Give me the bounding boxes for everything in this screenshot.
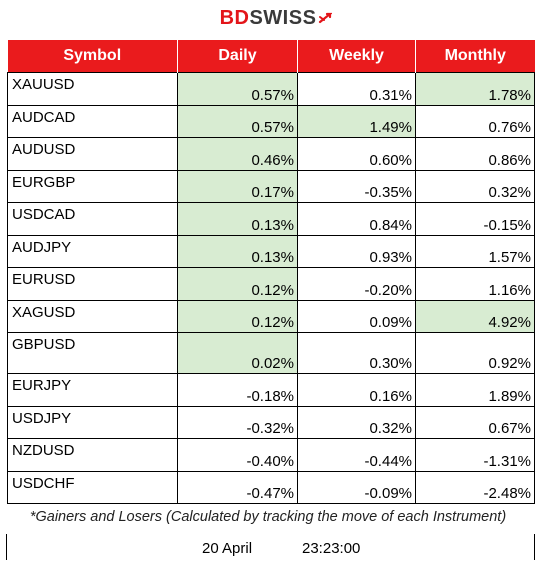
- monthly-cell: 1.78%: [415, 72, 535, 106]
- weekly-cell: 1.49%: [297, 104, 416, 138]
- weekly-cell: 0.93%: [297, 234, 416, 268]
- timestamp-footer: 20 April 23:23:00: [6, 532, 535, 560]
- table-row: AUDJPY 0.13% 0.93% 1.57%: [7, 234, 535, 268]
- table-row: XAUUSD 0.57% 0.31% 1.78%: [7, 72, 535, 106]
- monthly-cell: -2.48%: [415, 470, 535, 504]
- daily-cell: 0.57%: [177, 72, 298, 106]
- header-symbol: Symbol: [7, 40, 178, 73]
- monthly-cell: 1.89%: [415, 373, 535, 407]
- brand-logo: BD SWISS: [0, 6, 536, 30]
- weekly-cell: 0.84%: [297, 202, 416, 236]
- symbol-cell: AUDCAD: [7, 104, 178, 138]
- symbol-cell: USDCHF: [7, 470, 178, 504]
- monthly-cell: 1.16%: [415, 267, 535, 301]
- header-monthly: Monthly: [415, 40, 535, 73]
- performance-table: Symbol Daily Weekly Monthly XAUUSD 0.57%…: [7, 40, 535, 504]
- symbol-cell: GBPUSD: [7, 332, 178, 374]
- weekly-cell: -0.20%: [297, 267, 416, 301]
- daily-cell: 0.13%: [177, 234, 298, 268]
- table-row: GBPUSD 0.02% 0.30% 0.92%: [7, 332, 535, 374]
- footer-right-border: [534, 534, 535, 560]
- monthly-cell: 1.57%: [415, 234, 535, 268]
- monthly-cell: 0.76%: [415, 104, 535, 138]
- weekly-cell: 0.30%: [297, 332, 416, 374]
- footer-left-border: [6, 534, 7, 560]
- table-row: NZDUSD -0.40% -0.44% -1.31%: [7, 438, 535, 472]
- monthly-cell: 0.32%: [415, 169, 535, 203]
- weekly-cell: 0.31%: [297, 72, 416, 106]
- monthly-cell: 4.92%: [415, 299, 535, 333]
- table-row: EURUSD 0.12% -0.20% 1.16%: [7, 267, 535, 301]
- daily-cell: -0.40%: [177, 438, 298, 472]
- daily-cell: 0.02%: [177, 332, 298, 374]
- weekly-cell: -0.09%: [297, 470, 416, 504]
- monthly-cell: -0.15%: [415, 202, 535, 236]
- table-row: EURGBP 0.17% -0.35% 0.32%: [7, 169, 535, 203]
- table-header-row: Symbol Daily Weekly Monthly: [7, 40, 535, 73]
- daily-cell: 0.46%: [177, 137, 298, 171]
- footer-date: 20 April: [202, 540, 253, 557]
- table-row: AUDUSD 0.46% 0.60% 0.86%: [7, 137, 535, 171]
- daily-cell: -0.32%: [177, 405, 298, 439]
- table-row: USDJPY -0.32% 0.32% 0.67%: [7, 405, 535, 439]
- weekly-cell: 0.32%: [297, 405, 416, 439]
- logo-arrow-icon: [319, 12, 333, 24]
- symbol-cell: AUDUSD: [7, 137, 178, 171]
- header-daily: Daily: [177, 40, 298, 73]
- table-row: XAGUSD 0.12% 0.09% 4.92%: [7, 299, 535, 333]
- footer-time: 23:23:00: [302, 540, 361, 557]
- symbol-cell: EURGBP: [7, 169, 178, 203]
- weekly-cell: 0.09%: [297, 299, 416, 333]
- daily-cell: 0.12%: [177, 299, 298, 333]
- table-row: USDCHF -0.47% -0.09% -2.48%: [7, 470, 535, 504]
- symbol-cell: EURUSD: [7, 267, 178, 301]
- daily-cell: 0.12%: [177, 267, 298, 301]
- table-row: EURJPY -0.18% 0.16% 1.89%: [7, 373, 535, 407]
- header-weekly: Weekly: [297, 40, 416, 73]
- daily-cell: 0.13%: [177, 202, 298, 236]
- weekly-cell: -0.35%: [297, 169, 416, 203]
- monthly-cell: 0.86%: [415, 137, 535, 171]
- logo-text-bd: BD: [219, 6, 250, 29]
- monthly-cell: 0.67%: [415, 405, 535, 439]
- table-row: AUDCAD 0.57% 1.49% 0.76%: [7, 104, 535, 138]
- symbol-cell: XAGUSD: [7, 299, 178, 333]
- symbol-cell: USDJPY: [7, 405, 178, 439]
- daily-cell: 0.17%: [177, 169, 298, 203]
- daily-cell: 0.57%: [177, 104, 298, 138]
- weekly-cell: -0.44%: [297, 438, 416, 472]
- daily-cell: -0.47%: [177, 470, 298, 504]
- symbol-cell: EURJPY: [7, 373, 178, 407]
- weekly-cell: 0.16%: [297, 373, 416, 407]
- footnote: *Gainers and Losers (Calculated by track…: [29, 509, 507, 525]
- symbol-cell: USDCAD: [7, 202, 178, 236]
- symbol-cell: AUDJPY: [7, 234, 178, 268]
- table-row: USDCAD 0.13% 0.84% -0.15%: [7, 202, 535, 236]
- symbol-cell: XAUUSD: [7, 72, 178, 106]
- symbol-cell: NZDUSD: [7, 438, 178, 472]
- weekly-cell: 0.60%: [297, 137, 416, 171]
- daily-cell: -0.18%: [177, 373, 298, 407]
- logo-text-swiss: SWISS: [249, 6, 317, 29]
- monthly-cell: 0.92%: [415, 332, 535, 374]
- monthly-cell: -1.31%: [415, 438, 535, 472]
